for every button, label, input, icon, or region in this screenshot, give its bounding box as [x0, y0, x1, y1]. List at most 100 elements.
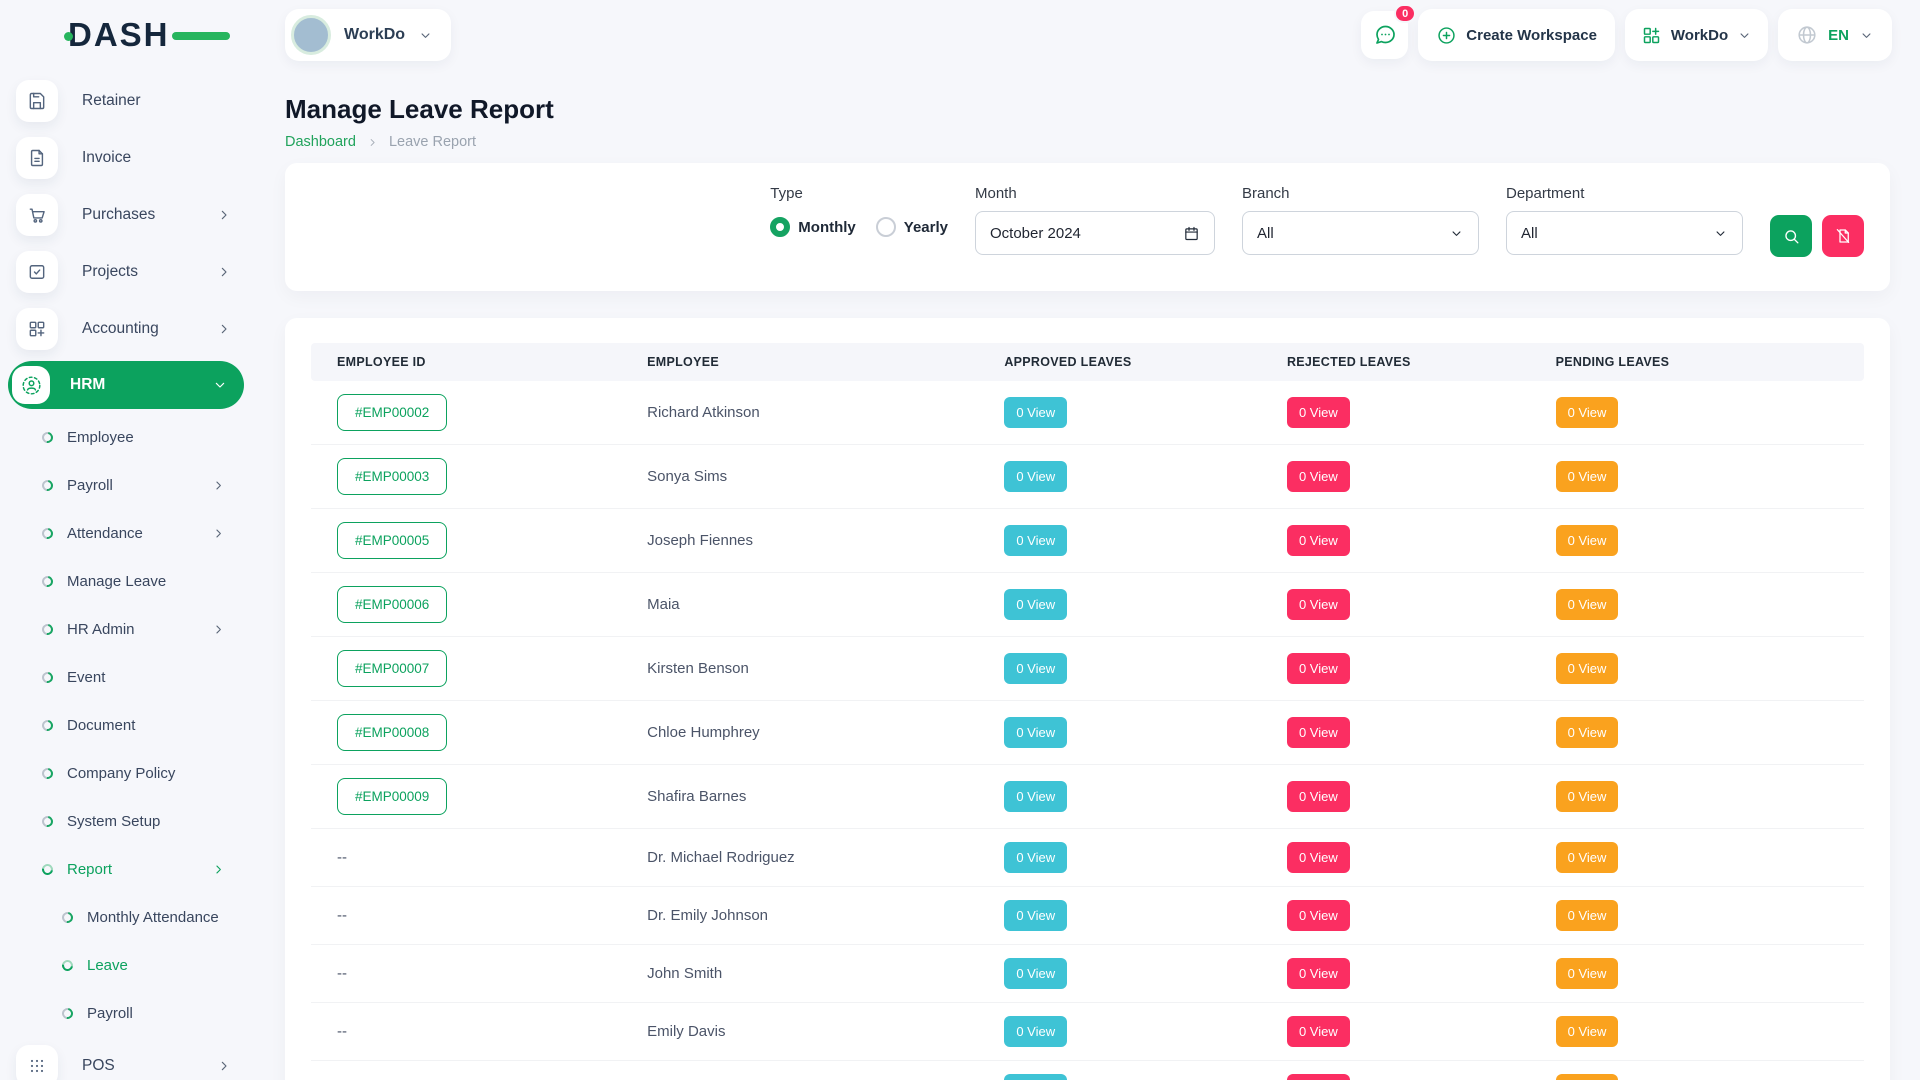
sidebar-item-projects[interactable]: Projects — [0, 243, 252, 300]
rejected-leaves-badge[interactable]: 0 View — [1286, 653, 1350, 684]
rejected-leaves-badge[interactable]: 0 View — [1286, 1016, 1350, 1047]
search-button[interactable] — [1770, 215, 1812, 257]
rejected-leaves-badge[interactable]: 0 View — [1286, 525, 1350, 556]
reset-filter-button[interactable] — [1822, 215, 1864, 257]
pending-leaves-badge[interactable]: 0 View — [1555, 525, 1619, 556]
pending-leaves-badge[interactable]: 0 View — [1555, 958, 1619, 989]
workspace-switcher[interactable]: WorkDo — [285, 9, 452, 61]
employee-id-button[interactable]: #EMP00005 — [337, 522, 448, 559]
branch-filter-group: Branch All — [1242, 185, 1479, 255]
pending-leaves-badge[interactable]: 0 View — [1555, 589, 1619, 620]
pending-leaves-badge[interactable]: 0 View — [1555, 1016, 1619, 1047]
main-content: Manage Leave Report Dashboard Leave Repo… — [285, 70, 1890, 1080]
sidebar-item-hrm[interactable]: HRM — [8, 361, 244, 409]
month-filter-group: Month October 2024 — [975, 185, 1215, 255]
rejected-leaves-badge[interactable]: 0 View — [1286, 397, 1350, 428]
pending-leaves-badge[interactable]: 0 View — [1555, 781, 1619, 812]
pending-cell: 0 View — [1545, 381, 1864, 445]
sidebar-item-label: Event — [67, 668, 106, 686]
rejected-leaves-badge[interactable]: 0 View — [1286, 1074, 1350, 1080]
sidebar-item-pos[interactable]: POS — [0, 1037, 252, 1080]
leave-report-table-card: EMPLOYEE ID EMPLOYEE APPROVED LEAVES REJ… — [285, 318, 1890, 1080]
sidebar-item-leave[interactable]: Leave — [0, 941, 252, 989]
approved-cell: 0 View — [994, 381, 1277, 445]
sidebar-item-payroll[interactable]: Payroll — [0, 989, 252, 1037]
pending-leaves-badge[interactable]: 0 View — [1555, 397, 1619, 428]
rejected-leaves-badge[interactable]: 0 View — [1286, 842, 1350, 873]
chevron-right-icon — [211, 622, 226, 637]
sidebar-item-attendance[interactable]: Attendance — [0, 509, 252, 557]
approved-leaves-badge[interactable]: 0 View — [1004, 1016, 1068, 1047]
messages-button[interactable]: 0 — [1361, 4, 1417, 59]
approved-cell: 0 View — [994, 572, 1277, 637]
sidebar-item-label: Leave — [87, 956, 128, 974]
pending-leaves-badge[interactable]: 0 View — [1555, 653, 1619, 684]
breadcrumb: Dashboard Leave Report — [285, 134, 1890, 150]
chevron-down-icon — [1737, 28, 1752, 43]
sidebar-item-label: Monthly Attendance — [87, 908, 219, 926]
month-input[interactable]: October 2024 — [975, 211, 1215, 255]
create-workspace-button[interactable]: Create Workspace — [1418, 9, 1615, 61]
approved-leaves-badge[interactable]: 0 View — [1004, 397, 1068, 428]
approved-cell: 0 View — [994, 508, 1277, 573]
sidebar-item-purchases[interactable]: Purchases — [0, 186, 252, 243]
pending-leaves-badge[interactable]: 0 View — [1555, 900, 1619, 931]
sidebar-item-accounting[interactable]: Accounting — [0, 300, 252, 357]
rejected-cell: 0 View — [1277, 1061, 1546, 1080]
chevron-down-icon — [1449, 226, 1464, 241]
rejected-cell: 0 View — [1276, 944, 1546, 1003]
sidebar-item-label: POS — [82, 1056, 115, 1074]
employee-id-empty: -- — [337, 906, 347, 924]
rejected-leaves-badge[interactable]: 0 View — [1286, 461, 1350, 492]
approved-leaves-badge[interactable]: 0 View — [1004, 842, 1068, 873]
approved-leaves-badge[interactable]: 0 View — [1004, 461, 1068, 492]
approved-leaves-badge[interactable]: 0 View — [1004, 717, 1068, 748]
approved-leaves-badge[interactable]: 0 View — [1004, 525, 1068, 556]
sidebar-item-monthly-attendance[interactable]: Monthly Attendance — [0, 893, 252, 941]
sidebar-item-payroll[interactable]: Payroll — [0, 461, 252, 509]
type-yearly-radio[interactable]: Yearly — [875, 217, 948, 237]
employee-id-button[interactable]: #EMP00003 — [337, 458, 448, 495]
approved-leaves-badge[interactable]: 0 View — [1004, 958, 1068, 989]
sidebar-item-report[interactable]: Report — [0, 845, 252, 893]
employee-id-button[interactable]: #EMP00006 — [337, 586, 448, 623]
employee-id-button[interactable]: #EMP00007 — [337, 650, 448, 687]
sidebar-item-document[interactable]: Document — [0, 701, 252, 749]
sidebar-item-employee[interactable]: Employee — [0, 413, 252, 461]
sidebar-item-invoice[interactable]: Invoice — [0, 129, 252, 186]
rejected-leaves-badge[interactable]: 0 View — [1286, 958, 1350, 989]
approved-leaves-badge[interactable]: 0 View — [1004, 1074, 1068, 1080]
approved-leaves-badge[interactable]: 0 View — [1004, 900, 1068, 931]
employee-id-button[interactable]: #EMP00002 — [337, 394, 448, 431]
language-selector[interactable]: EN — [1778, 9, 1892, 61]
approved-leaves-badge[interactable]: 0 View — [1004, 653, 1068, 684]
dash-logo[interactable]: DASH — [64, 15, 230, 55]
pending-leaves-badge[interactable]: 0 View — [1555, 1074, 1619, 1080]
approved-leaves-badge[interactable]: 0 View — [1004, 589, 1068, 620]
sidebar-item-retainer[interactable]: Retainer — [0, 72, 252, 129]
rejected-leaves-badge[interactable]: 0 View — [1286, 900, 1350, 931]
branch-select[interactable]: All — [1242, 211, 1479, 255]
employee-name: Maia — [647, 595, 680, 613]
pending-leaves-badge[interactable]: 0 View — [1555, 461, 1619, 492]
pending-leaves-badge[interactable]: 0 View — [1555, 717, 1619, 748]
sidebar-item-system-setup[interactable]: System Setup — [0, 797, 252, 845]
sidebar-item-manage-leave[interactable]: Manage Leave — [0, 557, 252, 605]
workspace-menu-button[interactable]: WorkDo — [1624, 9, 1769, 61]
rejected-leaves-badge[interactable]: 0 View — [1286, 781, 1350, 812]
breadcrumb-dashboard-link[interactable]: Dashboard — [285, 134, 356, 150]
employee-name: Dr. Emily Johnson — [647, 906, 769, 924]
sidebar-item-company-policy[interactable]: Company Policy — [0, 749, 252, 797]
department-select[interactable]: All — [1506, 211, 1743, 255]
rejected-leaves-badge[interactable]: 0 View — [1286, 717, 1350, 748]
employee-id-button[interactable]: #EMP00008 — [337, 714, 448, 751]
rejected-cell: 0 View — [1276, 508, 1546, 573]
type-monthly-radio[interactable]: Monthly — [770, 217, 856, 237]
chevron-right-icon — [216, 264, 232, 280]
approved-leaves-badge[interactable]: 0 View — [1004, 781, 1068, 812]
rejected-leaves-badge[interactable]: 0 View — [1286, 589, 1350, 620]
sidebar-item-hr-admin[interactable]: HR Admin — [0, 605, 252, 653]
pending-leaves-badge[interactable]: 0 View — [1555, 842, 1619, 873]
employee-id-button[interactable]: #EMP00009 — [337, 778, 448, 815]
sidebar-item-event[interactable]: Event — [0, 653, 252, 701]
